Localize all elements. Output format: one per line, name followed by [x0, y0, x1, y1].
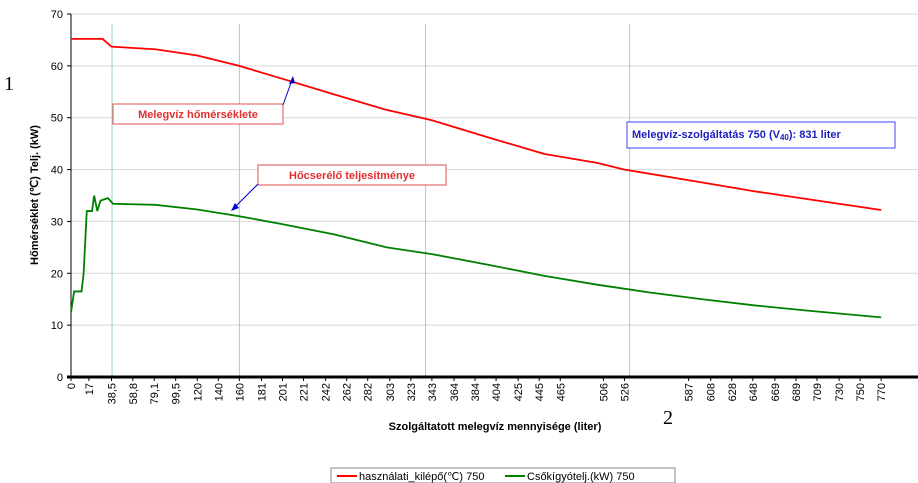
x-tick-label: 99,5: [171, 383, 183, 404]
annotation: Melegvíz hőmérséklete: [138, 109, 258, 121]
info-subscript: 40: [780, 133, 789, 142]
x-tick-label: 201: [277, 383, 289, 401]
x-tick-label: 526: [619, 383, 631, 401]
annotation-box: [112, 103, 284, 125]
info-box: [626, 121, 896, 149]
marker: 2: [663, 407, 673, 429]
x-tick-label: 262: [342, 383, 354, 401]
x-tick-label: 608: [706, 383, 718, 401]
legend-label: Csőkígyótelj.(kW) 750: [527, 471, 635, 483]
x-tick-label: 17: [84, 383, 96, 395]
arrow: [233, 183, 259, 209]
legend: [330, 467, 676, 483]
y-tick-label: 40: [51, 165, 63, 177]
info-part: ): 831 liter: [789, 129, 842, 141]
x-tick-label: 323: [406, 383, 418, 401]
x-tick-label: 770: [876, 383, 888, 401]
x-tick-label: 0: [66, 383, 78, 389]
x-tick-label: 587: [684, 383, 696, 401]
x-tick-label: 669: [770, 383, 782, 401]
y-axis-label: Hőmérséklet (℃) Telj. (kW): [29, 125, 41, 265]
y-tick-label: 50: [51, 113, 63, 125]
info-text: Melegvíz-szolgáltatás 750 (V40): 831 lit…: [632, 129, 842, 142]
annotations: Melegvíz hőmérséklete Hőcserélő teljesít…: [112, 76, 896, 211]
x-tick-label: 628: [727, 383, 739, 401]
x-tick-label: 425: [513, 383, 525, 401]
arrow: [282, 79, 293, 106]
y-tick-label: 20: [51, 268, 63, 280]
x-tick-label: 38,5: [107, 383, 119, 404]
series-line: [70, 195, 882, 319]
x-tick-label: 140: [213, 383, 225, 401]
x-tick-label: 282: [363, 383, 375, 401]
plot: 0 10 20 30 40 50 60 70 0 17 38,5 58,8 79,1 99,5 120 140…: [51, 9, 918, 404]
x-axis-label: Szolgáltatott melegvíz mennyisége (liter…: [389, 421, 602, 433]
x-tick-label: 160: [234, 383, 246, 401]
x-tick-label: 303: [385, 383, 397, 401]
x-tick-label: 506: [598, 383, 610, 401]
x-tick-label: 384: [470, 383, 482, 401]
x-tick-label: 730: [834, 383, 846, 401]
x-tick-label: 343: [427, 383, 439, 401]
marker: 1: [4, 73, 14, 95]
info-part: Melegvíz-szolgáltatás 750 (V: [632, 129, 781, 141]
x-tick-label: 648: [748, 383, 760, 401]
x-tick-label: 58,8: [128, 383, 140, 404]
x-tick-label: 404: [491, 383, 503, 401]
arrow-head: [231, 203, 239, 211]
x-tick-label: 445: [534, 383, 546, 401]
y-tick-label: 10: [51, 320, 63, 332]
x-tick-label: 221: [299, 383, 311, 401]
annotation: Hőcserélő teljesítménye: [289, 170, 415, 182]
x-tick-label: 79,1: [149, 383, 161, 404]
series-line: [71, 37, 882, 211]
x-tick-label: 364: [449, 383, 461, 401]
annotation-box: [257, 164, 447, 186]
x-tick-label: 181: [256, 383, 268, 401]
x-tick-label: 465: [555, 383, 567, 401]
y-tick-label: 0: [57, 372, 63, 384]
y-tick-label: 60: [51, 61, 63, 73]
arrow-head: [289, 76, 295, 84]
x-tick-label: 709: [812, 383, 824, 401]
x-tick-label: 689: [791, 383, 803, 401]
legend-label: használati_kilépő(℃) 750: [359, 471, 484, 483]
x-tick-label: 120: [192, 383, 204, 401]
y-tick-label: 70: [51, 9, 63, 21]
y-tick-label: 30: [51, 216, 63, 228]
legend-items: használati_kilépő(℃) 750 Csőkígyótelj.(kW…: [337, 471, 635, 483]
x-tick-label: 750: [855, 383, 867, 401]
x-tick-label: 242: [321, 383, 333, 401]
